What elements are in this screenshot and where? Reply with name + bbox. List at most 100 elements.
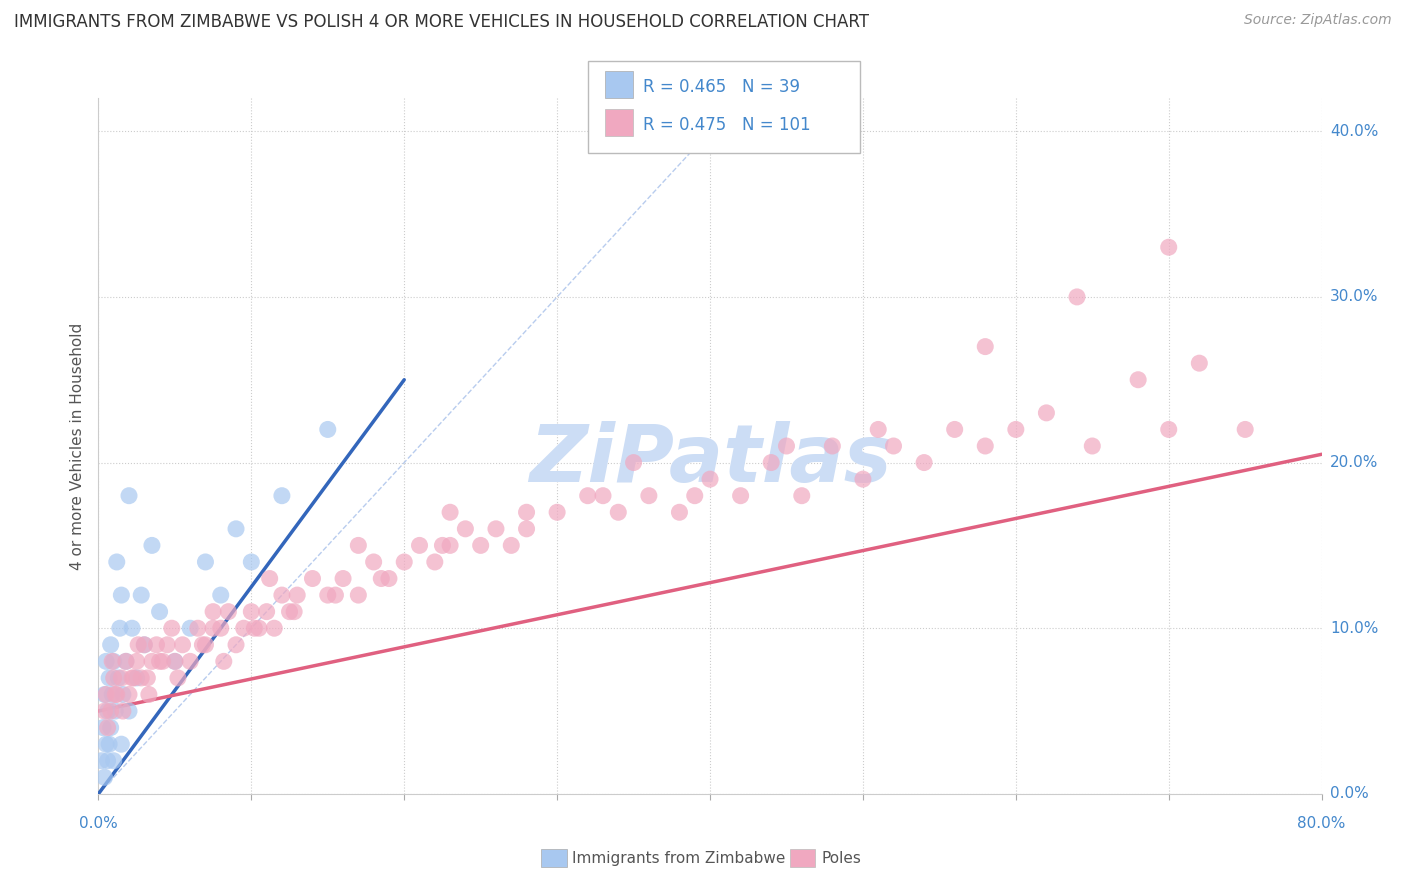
- Point: [423, 555, 446, 569]
- Point: [115, 654, 138, 668]
- Point: [141, 538, 163, 552]
- Point: [194, 638, 217, 652]
- Point: [1234, 422, 1257, 436]
- Point: [637, 489, 661, 503]
- Text: 0.0%: 0.0%: [1330, 787, 1368, 801]
- Point: [516, 505, 538, 519]
- Point: [1157, 422, 1180, 436]
- Text: 20.0%: 20.0%: [1330, 455, 1378, 470]
- Point: [172, 638, 194, 652]
- Point: [125, 654, 148, 668]
- Point: [121, 621, 143, 635]
- Point: [1081, 439, 1104, 453]
- Point: [259, 572, 281, 586]
- Point: [209, 588, 232, 602]
- Point: [125, 671, 148, 685]
- Point: [730, 489, 752, 503]
- Point: [943, 422, 966, 436]
- Y-axis label: 4 or more Vehicles in Household: 4 or more Vehicles in Household: [70, 322, 86, 570]
- Point: [821, 439, 844, 453]
- Point: [883, 439, 905, 453]
- Point: [110, 671, 132, 685]
- Text: 80.0%: 80.0%: [1298, 816, 1346, 831]
- Point: [94, 654, 117, 668]
- Point: [160, 621, 183, 635]
- Point: [111, 688, 134, 702]
- Point: [370, 572, 392, 586]
- Point: [141, 654, 163, 668]
- Point: [225, 638, 247, 652]
- Point: [167, 671, 190, 685]
- Point: [98, 671, 121, 685]
- Point: [974, 439, 997, 453]
- Point: [974, 340, 997, 354]
- Point: [301, 572, 323, 586]
- Point: [209, 621, 232, 635]
- Text: R = 0.475   N = 101: R = 0.475 N = 101: [643, 116, 810, 134]
- Point: [90, 754, 112, 768]
- Point: [775, 439, 797, 453]
- Text: Poles: Poles: [821, 851, 860, 865]
- Text: Immigrants from Zimbabwe: Immigrants from Zimbabwe: [572, 851, 786, 865]
- Point: [121, 671, 143, 685]
- Point: [607, 505, 630, 519]
- Point: [111, 704, 134, 718]
- Point: [149, 605, 172, 619]
- Point: [156, 638, 179, 652]
- Point: [439, 505, 461, 519]
- Point: [127, 638, 149, 652]
- Point: [97, 721, 120, 735]
- Point: [225, 522, 247, 536]
- Point: [202, 621, 225, 635]
- Point: [1128, 373, 1150, 387]
- Point: [212, 654, 235, 668]
- Text: 10.0%: 10.0%: [1330, 621, 1378, 636]
- Point: [104, 704, 127, 718]
- Point: [108, 621, 131, 635]
- Point: [149, 654, 172, 668]
- Point: [187, 621, 209, 635]
- Point: [1066, 290, 1088, 304]
- Point: [163, 654, 186, 668]
- Point: [683, 489, 706, 503]
- Point: [100, 638, 122, 652]
- Point: [110, 588, 132, 602]
- Point: [107, 671, 129, 685]
- Text: 40.0%: 40.0%: [1330, 124, 1378, 139]
- Point: [101, 654, 124, 668]
- Point: [852, 472, 875, 486]
- Point: [316, 588, 339, 602]
- Point: [761, 456, 783, 470]
- Point: [378, 572, 401, 586]
- Point: [592, 489, 614, 503]
- Point: [134, 638, 156, 652]
- Point: [110, 737, 132, 751]
- Point: [100, 721, 122, 735]
- Point: [152, 654, 174, 668]
- Point: [97, 704, 120, 718]
- Point: [454, 522, 477, 536]
- Point: [1035, 406, 1057, 420]
- Point: [118, 688, 141, 702]
- Point: [94, 737, 117, 751]
- Point: [470, 538, 492, 552]
- Point: [1157, 240, 1180, 254]
- Point: [136, 671, 159, 685]
- Point: [912, 456, 935, 470]
- Point: [623, 456, 645, 470]
- Point: [179, 621, 201, 635]
- Point: [240, 605, 263, 619]
- Point: [179, 654, 201, 668]
- Point: [868, 422, 890, 436]
- Point: [103, 754, 125, 768]
- Point: [94, 688, 117, 702]
- Point: [240, 555, 263, 569]
- Point: [93, 770, 115, 784]
- Point: [516, 522, 538, 536]
- Point: [790, 489, 813, 503]
- Point: [270, 588, 294, 602]
- Point: [668, 505, 690, 519]
- Point: [332, 572, 354, 586]
- Point: [546, 505, 568, 519]
- Point: [325, 588, 347, 602]
